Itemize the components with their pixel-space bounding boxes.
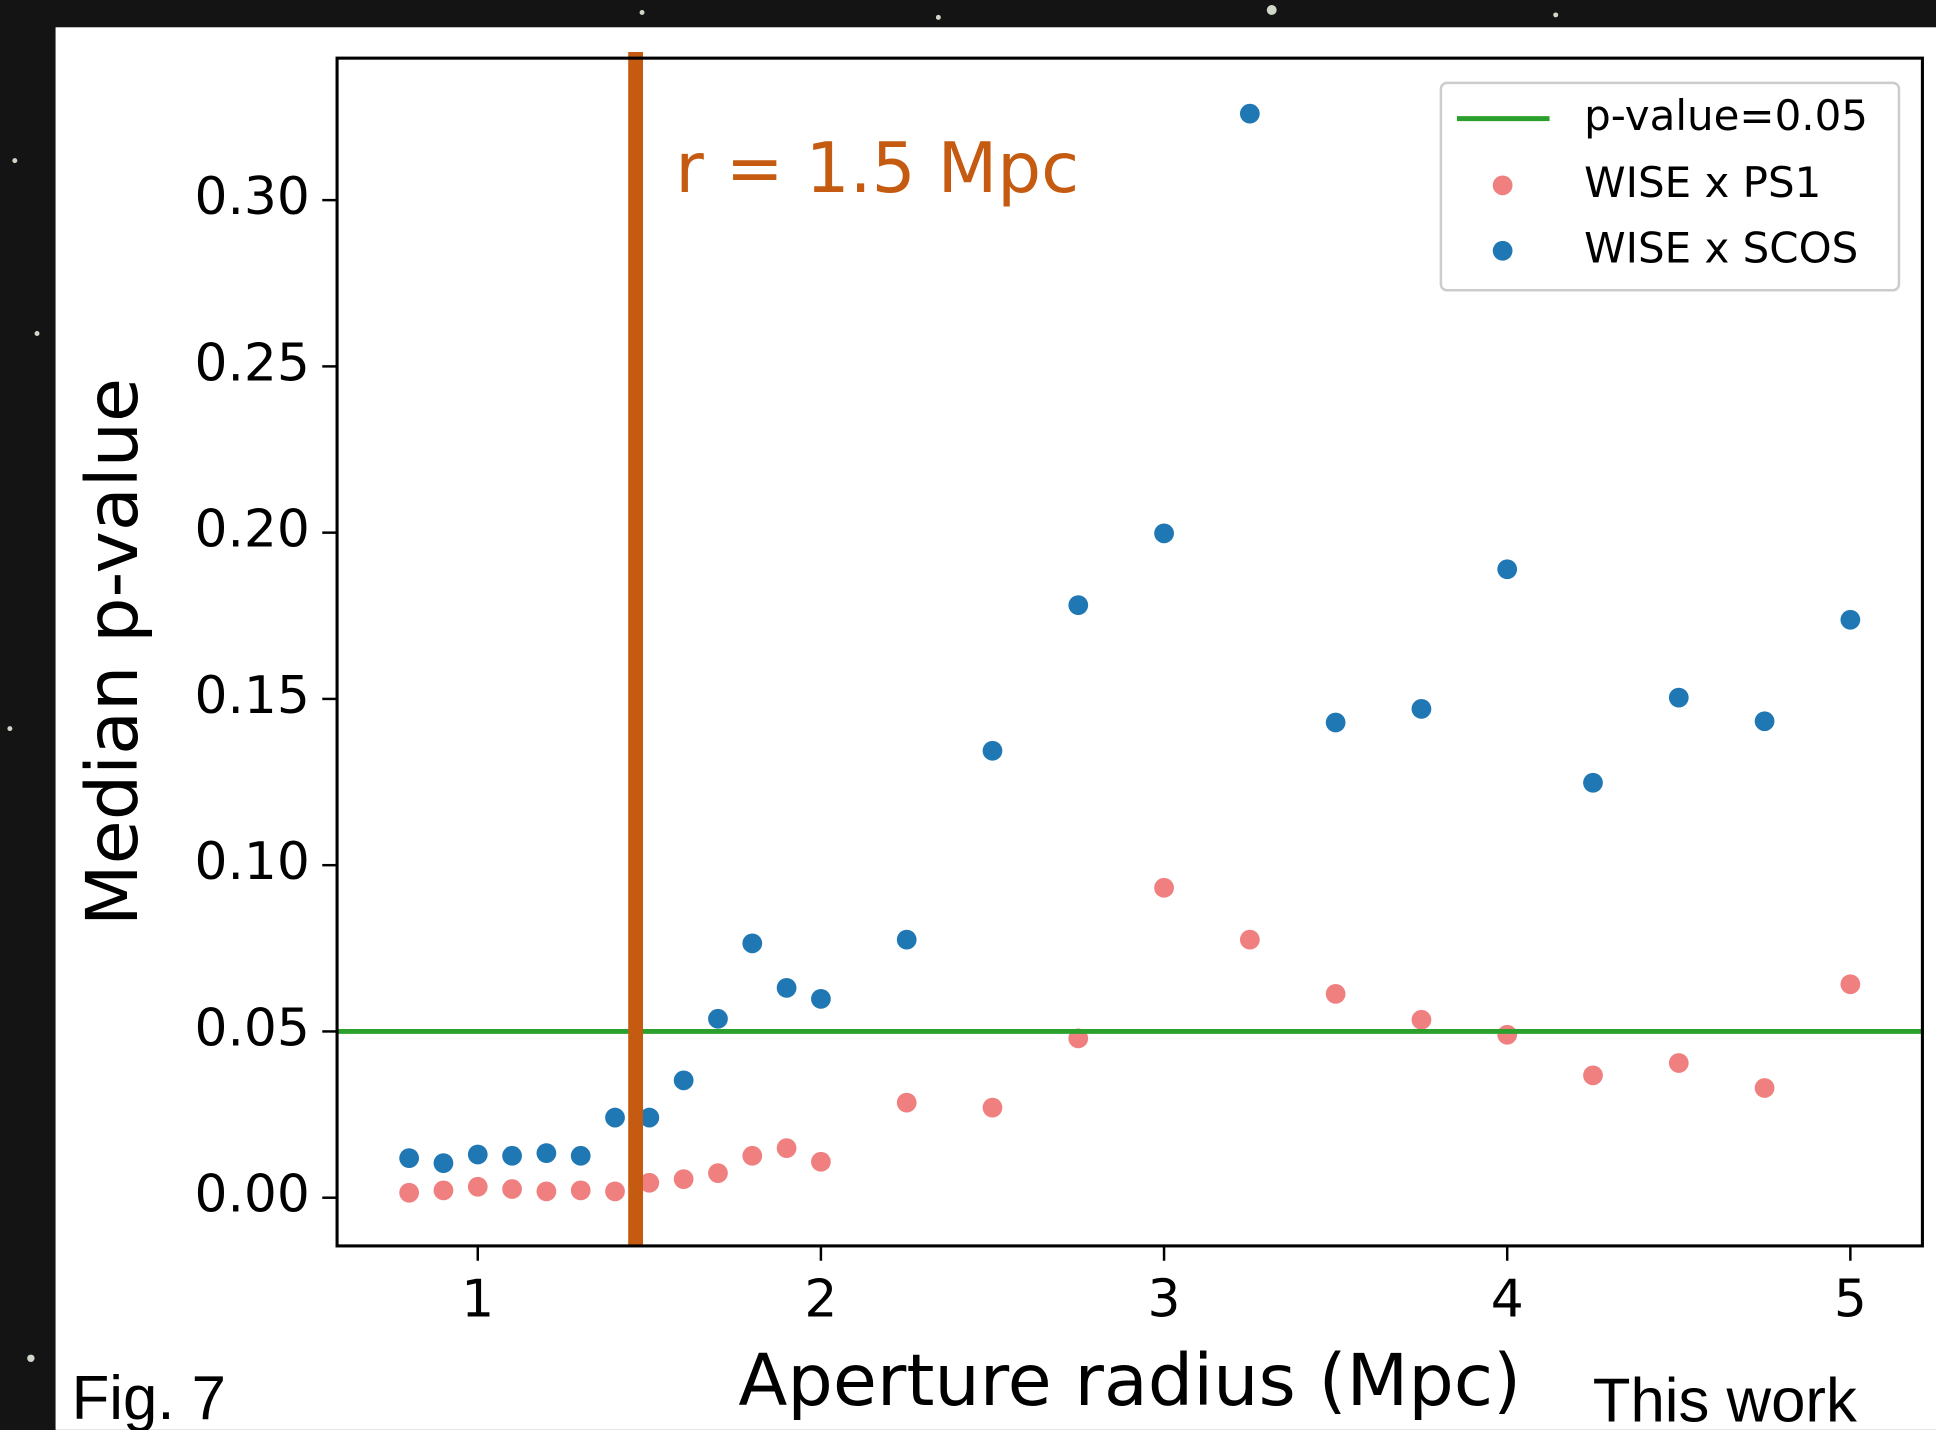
x-tick-label: 4: [1491, 1270, 1524, 1330]
point: [1668, 687, 1689, 708]
point: [1239, 103, 1260, 124]
point: [1411, 1009, 1432, 1030]
y-tick-label: 0.30: [194, 167, 309, 227]
point: [776, 978, 797, 998]
x-tick-label: 1: [461, 1270, 494, 1330]
x-tick-label: 3: [1148, 1270, 1181, 1330]
point: [399, 1148, 420, 1169]
plot-frame: [335, 56, 1924, 1248]
point: [502, 1179, 522, 1199]
point: [433, 1153, 454, 1173]
point: [1154, 877, 1174, 898]
point: [1840, 609, 1861, 630]
x-axis-label: Aperture radius (Mpc): [738, 1339, 1521, 1422]
point: [467, 1176, 488, 1197]
point: [536, 1143, 557, 1164]
point: [708, 1163, 728, 1183]
point: [811, 1151, 831, 1172]
y-tick-label: 0.20: [194, 500, 309, 560]
annotation: r = 1.5 Mpc: [675, 129, 1079, 209]
point: [536, 1181, 557, 1202]
y-tick-label: 0.10: [194, 832, 309, 892]
point: [742, 1145, 763, 1166]
point: [776, 1138, 797, 1159]
point: [1840, 974, 1861, 995]
x-tick-label: 2: [804, 1270, 837, 1330]
y-tick-label: 0.25: [194, 333, 309, 393]
point: [1154, 523, 1174, 544]
point: [1497, 559, 1518, 580]
point: [1754, 1078, 1775, 1098]
point: [896, 1092, 917, 1113]
stars: [7, 5, 1559, 1362]
credit: This work: [1593, 1367, 1857, 1430]
point: [399, 1182, 420, 1203]
point: [1583, 772, 1603, 793]
point: [708, 1008, 728, 1029]
legend-label: WISE x PS1: [1584, 158, 1821, 207]
legend-label: WISE x SCOS: [1584, 223, 1858, 272]
y-tick-label: 0.05: [194, 998, 309, 1058]
point: [570, 1145, 591, 1166]
point: [673, 1169, 694, 1189]
point: [1497, 1024, 1518, 1045]
point: [1325, 983, 1346, 1004]
point: [639, 1107, 660, 1128]
point: [982, 1097, 1003, 1118]
legend-marker: [1492, 175, 1513, 196]
point: [1325, 712, 1346, 733]
y-axis-label: Median p-value: [71, 378, 154, 926]
legend-marker: [1492, 240, 1513, 261]
point: [742, 933, 763, 954]
point: [605, 1181, 625, 1202]
point: [1239, 929, 1260, 950]
point: [811, 988, 831, 1009]
point: [1068, 595, 1089, 616]
figure-label: Fig. 7: [72, 1364, 226, 1430]
point: [1754, 711, 1775, 732]
point: [1583, 1065, 1603, 1086]
legend-label: p-value=0.05: [1584, 91, 1868, 140]
point: [982, 740, 1003, 761]
point: [896, 929, 917, 950]
point: [570, 1180, 591, 1201]
point: [1411, 699, 1432, 719]
point: [605, 1107, 625, 1128]
point: [673, 1070, 694, 1091]
point: [1668, 1053, 1689, 1073]
x-tick-label: 5: [1834, 1270, 1867, 1330]
point: [467, 1144, 488, 1165]
legend-box: [1439, 81, 1901, 292]
point: [502, 1145, 522, 1166]
y-tick-label: 0.00: [194, 1165, 309, 1225]
point: [433, 1180, 454, 1201]
y-tick-label: 0.15: [194, 666, 309, 726]
point: [639, 1172, 660, 1193]
